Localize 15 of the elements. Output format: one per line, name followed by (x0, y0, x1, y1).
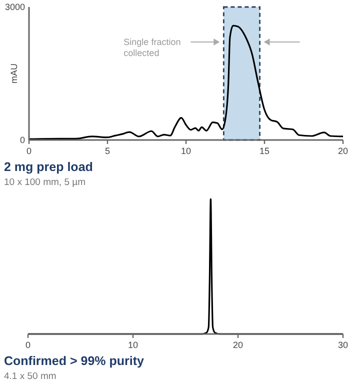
x-tick-label: 10 (180, 146, 192, 156)
y-tick-label: 3000 (4, 2, 25, 12)
text: 2 mg prep load (4, 160, 93, 174)
x-tick-label: 5 (104, 146, 110, 156)
text: Confirmed > 99% purity (4, 354, 144, 368)
x-tick-label: 10 (128, 340, 138, 350)
y-axis-title: mAU (9, 64, 19, 84)
x-tick-label: 30 (338, 340, 348, 350)
annotation: Single fraction collected (124, 37, 181, 58)
text: 4.1 x 50 mm (4, 371, 56, 382)
x-tick-label: 20 (232, 340, 244, 350)
x-tick-label: 0 (26, 146, 32, 156)
x-tick-label: 15 (259, 146, 270, 156)
x-tick-label: 20 (338, 146, 348, 156)
text: 10 x 100 mm, 5 µm (4, 177, 86, 188)
